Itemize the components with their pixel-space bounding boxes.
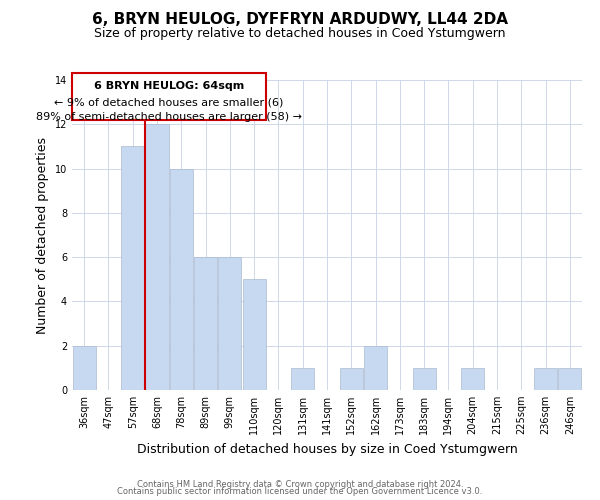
Bar [340,368,363,390]
Text: 89% of semi-detached houses are larger (58) →: 89% of semi-detached houses are larger (… [36,112,302,122]
Text: 6, BRYN HEULOG, DYFFRYN ARDUDWY, LL44 2DA: 6, BRYN HEULOG, DYFFRYN ARDUDWY, LL44 2D… [92,12,508,28]
Bar [364,346,387,390]
Bar [291,368,314,390]
Bar [461,368,484,390]
X-axis label: Distribution of detached houses by size in Coed Ystumgwern: Distribution of detached houses by size … [137,442,517,456]
Bar [534,368,557,390]
Text: ← 9% of detached houses are smaller (6): ← 9% of detached houses are smaller (6) [55,98,284,108]
Bar [170,168,193,390]
Text: Contains HM Land Registry data © Crown copyright and database right 2024.: Contains HM Land Registry data © Crown c… [137,480,463,489]
Text: Size of property relative to detached houses in Coed Ystumgwern: Size of property relative to detached ho… [94,28,506,40]
Bar [413,368,436,390]
Bar [145,124,169,390]
Bar [559,368,581,390]
Bar [73,346,95,390]
Bar [218,257,241,390]
Bar [194,257,217,390]
Text: Contains public sector information licensed under the Open Government Licence v3: Contains public sector information licen… [118,487,482,496]
Y-axis label: Number of detached properties: Number of detached properties [36,136,49,334]
Text: 6 BRYN HEULOG: 64sqm: 6 BRYN HEULOG: 64sqm [94,82,244,92]
Bar [121,146,144,390]
Bar [242,280,266,390]
